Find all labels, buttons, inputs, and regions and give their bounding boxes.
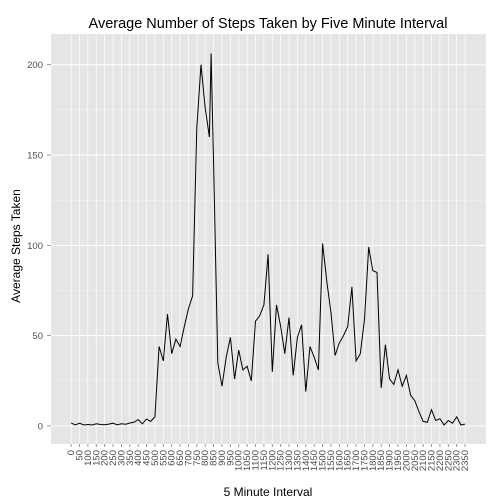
x-tick-label: 1500: [318, 450, 329, 471]
x-tick-label: 1750: [359, 450, 370, 471]
x-tick-label: 0: [66, 450, 77, 455]
x-tick-label: 1800: [368, 450, 379, 471]
x-tick-label: 450: [142, 450, 153, 466]
x-tick-label: 200: [100, 450, 111, 466]
x-tick-label: 350: [125, 450, 136, 466]
x-tick-label: 1700: [351, 450, 362, 471]
x-tick-label: 2000: [401, 450, 412, 471]
x-tick-label: 1350: [292, 450, 303, 471]
x-tick-label: 500: [150, 450, 161, 466]
x-tick-label: 50: [74, 450, 85, 461]
x-tick-label: 1850: [376, 450, 387, 471]
y-tick-label: 0: [38, 421, 43, 432]
x-tick-label: 150: [91, 450, 102, 466]
x-tick-label: 100: [83, 450, 94, 466]
x-tick-label: 650: [175, 450, 186, 466]
x-tick-label: 800: [200, 450, 211, 466]
x-tick-label: 2300: [452, 450, 463, 471]
x-tick-label: 950: [225, 450, 236, 466]
series-line: [70, 53, 466, 426]
x-tick-label: 900: [217, 450, 228, 466]
x-tick-label: 1300: [284, 450, 295, 471]
y-tick-label: 150: [27, 151, 43, 162]
x-tick-label: 2050: [410, 450, 421, 471]
plot-panel: [51, 34, 486, 444]
x-tick-label: 1250: [276, 450, 287, 471]
y-axis-title: Average Steps Taken: [9, 189, 23, 303]
x-tick-label: 2250: [443, 450, 454, 471]
x-tick-label: 2100: [418, 450, 429, 471]
x-tick-label: 1950: [393, 450, 404, 471]
x-tick-label: 1050: [242, 450, 253, 471]
x-tick-label: 1900: [385, 450, 396, 471]
chart-title: Average Number of Steps Taken by Five Mi…: [89, 16, 448, 32]
x-tick-label: 600: [167, 450, 178, 466]
x-tick-label: 1550: [326, 450, 337, 471]
x-tick-label: 1000: [234, 450, 245, 471]
x-tick-label: 1200: [267, 450, 278, 471]
y-tick-label: 50: [32, 331, 43, 342]
x-tick-label: 2150: [427, 450, 438, 471]
x-axis: 0501001502002503003504004505005506006507…: [66, 444, 471, 471]
x-tick-label: 2350: [460, 450, 471, 471]
x-tick-label: 1150: [259, 450, 270, 470]
x-tick-label: 1450: [309, 450, 320, 471]
x-tick-label: 2200: [435, 450, 446, 471]
y-axis: 0 50 100 150 200: [27, 60, 51, 432]
x-tick-label: 400: [133, 450, 144, 466]
minor-gridlines: [51, 109, 486, 382]
x-tick-label: 300: [116, 450, 127, 466]
y-tick-label: 100: [27, 241, 43, 252]
x-tick-label: 250: [108, 450, 119, 466]
y-tick-label: 200: [27, 60, 43, 71]
x-tick-label: 1100: [251, 450, 262, 470]
x-tick-label: 550: [158, 450, 169, 466]
x-tick-label: 850: [209, 450, 220, 466]
x-axis-title: 5 Minute Interval: [224, 485, 313, 499]
x-tick-label: 1400: [301, 450, 312, 471]
x-tick-label: 700: [183, 450, 194, 466]
x-tick-label: 1600: [334, 450, 345, 471]
x-tick-label: 1650: [343, 450, 354, 471]
x-tick-label: 750: [192, 450, 203, 466]
